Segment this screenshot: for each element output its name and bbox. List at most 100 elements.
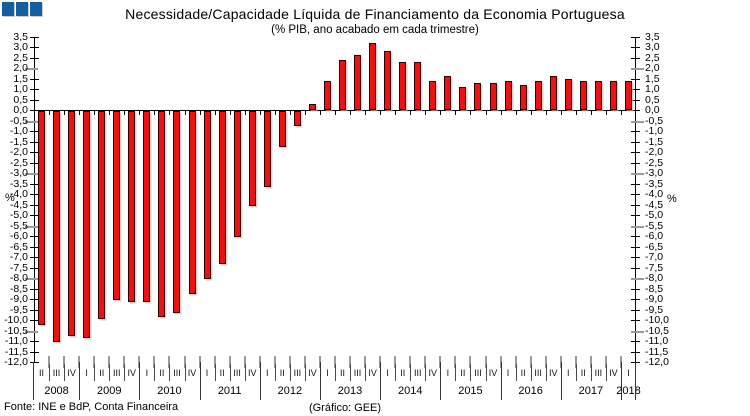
y-tick-left bbox=[30, 141, 39, 143]
zero-line-tick bbox=[304, 111, 306, 115]
year-label: 2015 bbox=[458, 385, 483, 397]
y-tick-label-right: -6,5 bbox=[645, 240, 664, 253]
quarter-label: I bbox=[326, 368, 329, 378]
credit-note: (Gráfico: GEE) bbox=[308, 402, 382, 414]
quarter-label: I bbox=[145, 368, 149, 378]
quarter-label: IV bbox=[548, 368, 558, 378]
quarter-separator bbox=[184, 364, 186, 381]
gee-logo bbox=[2, 2, 44, 18]
y-tick-label-right: -2,5 bbox=[645, 156, 664, 169]
y-tick-left bbox=[30, 320, 39, 321]
bar-2009-QIII bbox=[113, 111, 121, 300]
quarter-label: II bbox=[340, 368, 346, 378]
bar-2015-QIV bbox=[489, 82, 497, 110]
quarter-label: I bbox=[205, 368, 209, 378]
y-tick-label-left: -5,0 bbox=[9, 209, 28, 221]
bottom-tick bbox=[409, 356, 412, 368]
y-tick-right bbox=[631, 246, 640, 248]
bar-2008-QIV bbox=[68, 111, 76, 336]
y-tick-label-left: -2,5 bbox=[9, 156, 28, 169]
y-tick-label-right: -3,0 bbox=[645, 167, 664, 179]
zero-line-tick bbox=[169, 111, 171, 115]
zero-line-tick bbox=[500, 111, 502, 115]
bottom-tick bbox=[243, 356, 246, 368]
y-tick-right bbox=[631, 36, 640, 38]
zero-line-tick bbox=[64, 111, 66, 115]
y-tick-right bbox=[631, 288, 640, 290]
y-tick-right bbox=[631, 99, 640, 101]
y-tick-left bbox=[30, 47, 39, 48]
y-tick-label-left: -11,5 bbox=[4, 345, 28, 358]
y-tick-label-left: -9,5 bbox=[9, 303, 28, 316]
y-tick-right bbox=[631, 183, 640, 185]
quarter-label: IV bbox=[187, 368, 197, 378]
y-tick-label-right: -1,5 bbox=[645, 135, 664, 148]
bar-2012-QI bbox=[263, 111, 271, 187]
bar-2016-QII bbox=[519, 84, 527, 110]
quarter-separator bbox=[94, 364, 96, 381]
quarter-separator bbox=[410, 364, 412, 381]
bar-2013-QI bbox=[323, 80, 331, 110]
y-tick-right bbox=[631, 173, 644, 175]
quarter-label: IV bbox=[428, 368, 438, 378]
zero-line-tick bbox=[470, 111, 472, 115]
y-tick-right bbox=[631, 131, 640, 132]
quarter-separator bbox=[244, 364, 246, 381]
zero-line-tick bbox=[590, 111, 592, 115]
quarter-separator bbox=[335, 364, 336, 381]
quarter-separator bbox=[545, 364, 547, 381]
bar-2011-QIV bbox=[248, 111, 256, 206]
zero-line-tick bbox=[380, 111, 382, 115]
y-tick-left bbox=[30, 89, 39, 90]
year-separator bbox=[79, 362, 81, 400]
y-tick-label-left: 0,5 bbox=[13, 93, 28, 106]
bottom-tick bbox=[529, 356, 532, 368]
quarter-separator bbox=[214, 364, 216, 381]
y-tick-label-right: 2,5 bbox=[645, 51, 660, 64]
y-tick-label-right: -12,0 bbox=[645, 356, 669, 368]
zero-line-tick bbox=[560, 111, 562, 115]
bottom-tick bbox=[574, 356, 577, 368]
bar-2017-QII bbox=[579, 80, 587, 110]
y-tick-label-right: -11,5 bbox=[645, 345, 669, 358]
y-tick-label-right: -4,0 bbox=[645, 188, 664, 200]
quarter-separator bbox=[365, 364, 367, 381]
zero-line-tick bbox=[335, 111, 336, 115]
y-tick-left bbox=[30, 162, 39, 164]
quarter-separator bbox=[455, 364, 457, 381]
quarter-label: III bbox=[52, 368, 61, 378]
year-separator bbox=[33, 362, 34, 400]
bar-2009-QIV bbox=[128, 111, 136, 303]
y-tick-left bbox=[25, 120, 38, 123]
y-tick-left bbox=[25, 225, 38, 228]
y-tick-right bbox=[631, 299, 640, 300]
bottom-tick bbox=[334, 356, 336, 368]
logo-square-icon bbox=[16, 2, 28, 16]
quarter-label: I bbox=[446, 368, 450, 378]
y-tick-label-left: -8,5 bbox=[9, 282, 28, 295]
quarter-label: III bbox=[414, 368, 422, 378]
y-tick-label-left: -3,0 bbox=[9, 167, 28, 179]
bottom-tick bbox=[93, 356, 96, 368]
y-tick-label-right: -2,0 bbox=[645, 146, 664, 158]
y-tick-label-left: -8,0 bbox=[9, 272, 28, 284]
quarter-separator bbox=[350, 364, 352, 381]
bottom-tick bbox=[544, 356, 547, 368]
y-tick-left bbox=[30, 215, 39, 216]
y-tick-label-left: -9,0 bbox=[9, 293, 28, 305]
y-tick-left bbox=[30, 341, 39, 342]
bottom-tick bbox=[153, 356, 156, 368]
y-tick-right bbox=[631, 162, 640, 164]
bottom-tick bbox=[183, 356, 186, 368]
bottom-tick bbox=[168, 356, 171, 368]
bottom-tick bbox=[228, 356, 231, 368]
quarter-label: III bbox=[173, 368, 181, 378]
y-tick-label-left: 2,5 bbox=[13, 51, 28, 64]
y-tick-label-right: 1,0 bbox=[645, 83, 660, 95]
quarter-separator bbox=[289, 364, 291, 381]
y-tick-label-left: 3,5 bbox=[13, 30, 28, 43]
y-tick-left bbox=[30, 78, 39, 80]
y-tick-right bbox=[631, 78, 640, 80]
y-tick-label-right: -1,0 bbox=[645, 125, 664, 137]
zero-axis-line bbox=[34, 110, 636, 111]
